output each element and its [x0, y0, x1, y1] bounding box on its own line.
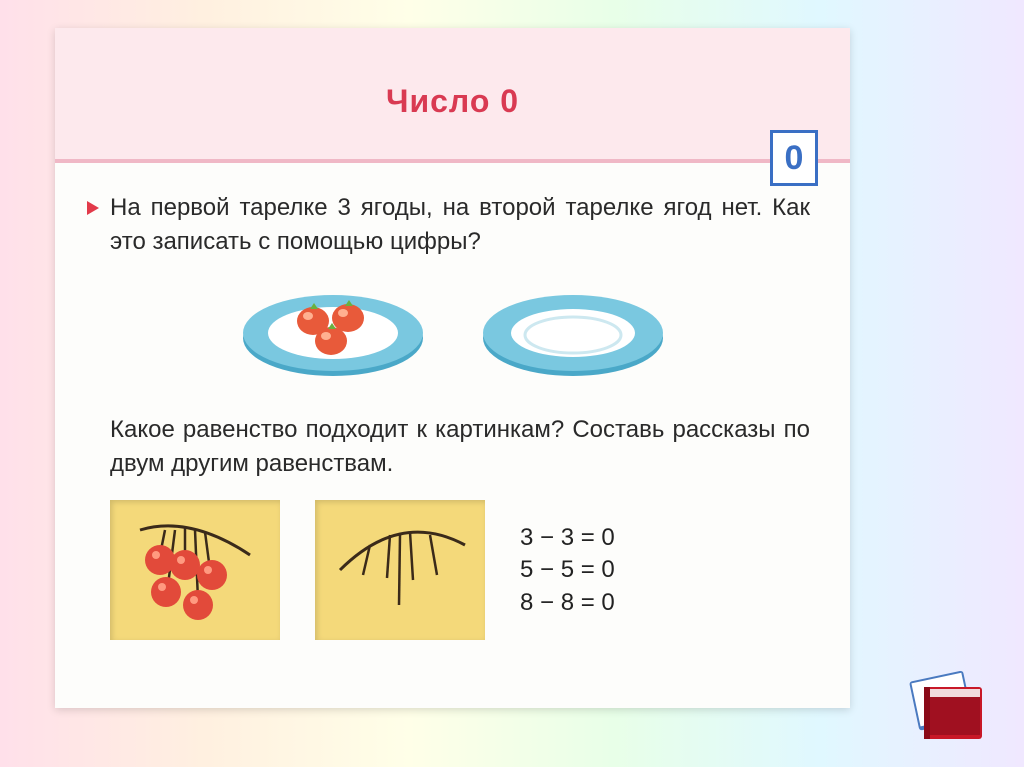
equations-block: 3 − 3 = 0 5 − 5 = 0 8 − 8 = 0: [520, 522, 615, 619]
equation-line: 5 − 5 = 0: [520, 554, 615, 586]
question-2: Какое равенство подходит к картинкам? Со…: [55, 403, 850, 480]
plate-empty: [478, 283, 668, 383]
question-1-text: На первой тарелке 3 ягоды, на второй та­…: [110, 194, 810, 255]
equation-line: 8 − 8 = 0: [520, 587, 615, 619]
question-2-text: Какое равенство подходит к картинкам? Со…: [110, 416, 810, 477]
textbook-page: Число 0 0 На первой тарелке 3 ягоды, на …: [55, 28, 850, 708]
currant-card-empty: [315, 500, 485, 640]
currant-card-full: [110, 500, 280, 640]
header-band: Число 0 0: [55, 28, 850, 163]
currant-row: 3 − 3 = 0 5 − 5 = 0 8 − 8 = 0: [55, 480, 850, 640]
question-1: На первой тарелке 3 ягоды, на второй та­…: [55, 163, 850, 258]
page-title: Число 0: [55, 28, 850, 120]
bullet-icon: [87, 201, 99, 215]
books-icon: [894, 657, 994, 747]
equation-line: 3 − 3 = 0: [520, 522, 615, 554]
plates-illustration: [55, 258, 850, 403]
plate-with-berries: [238, 283, 428, 383]
